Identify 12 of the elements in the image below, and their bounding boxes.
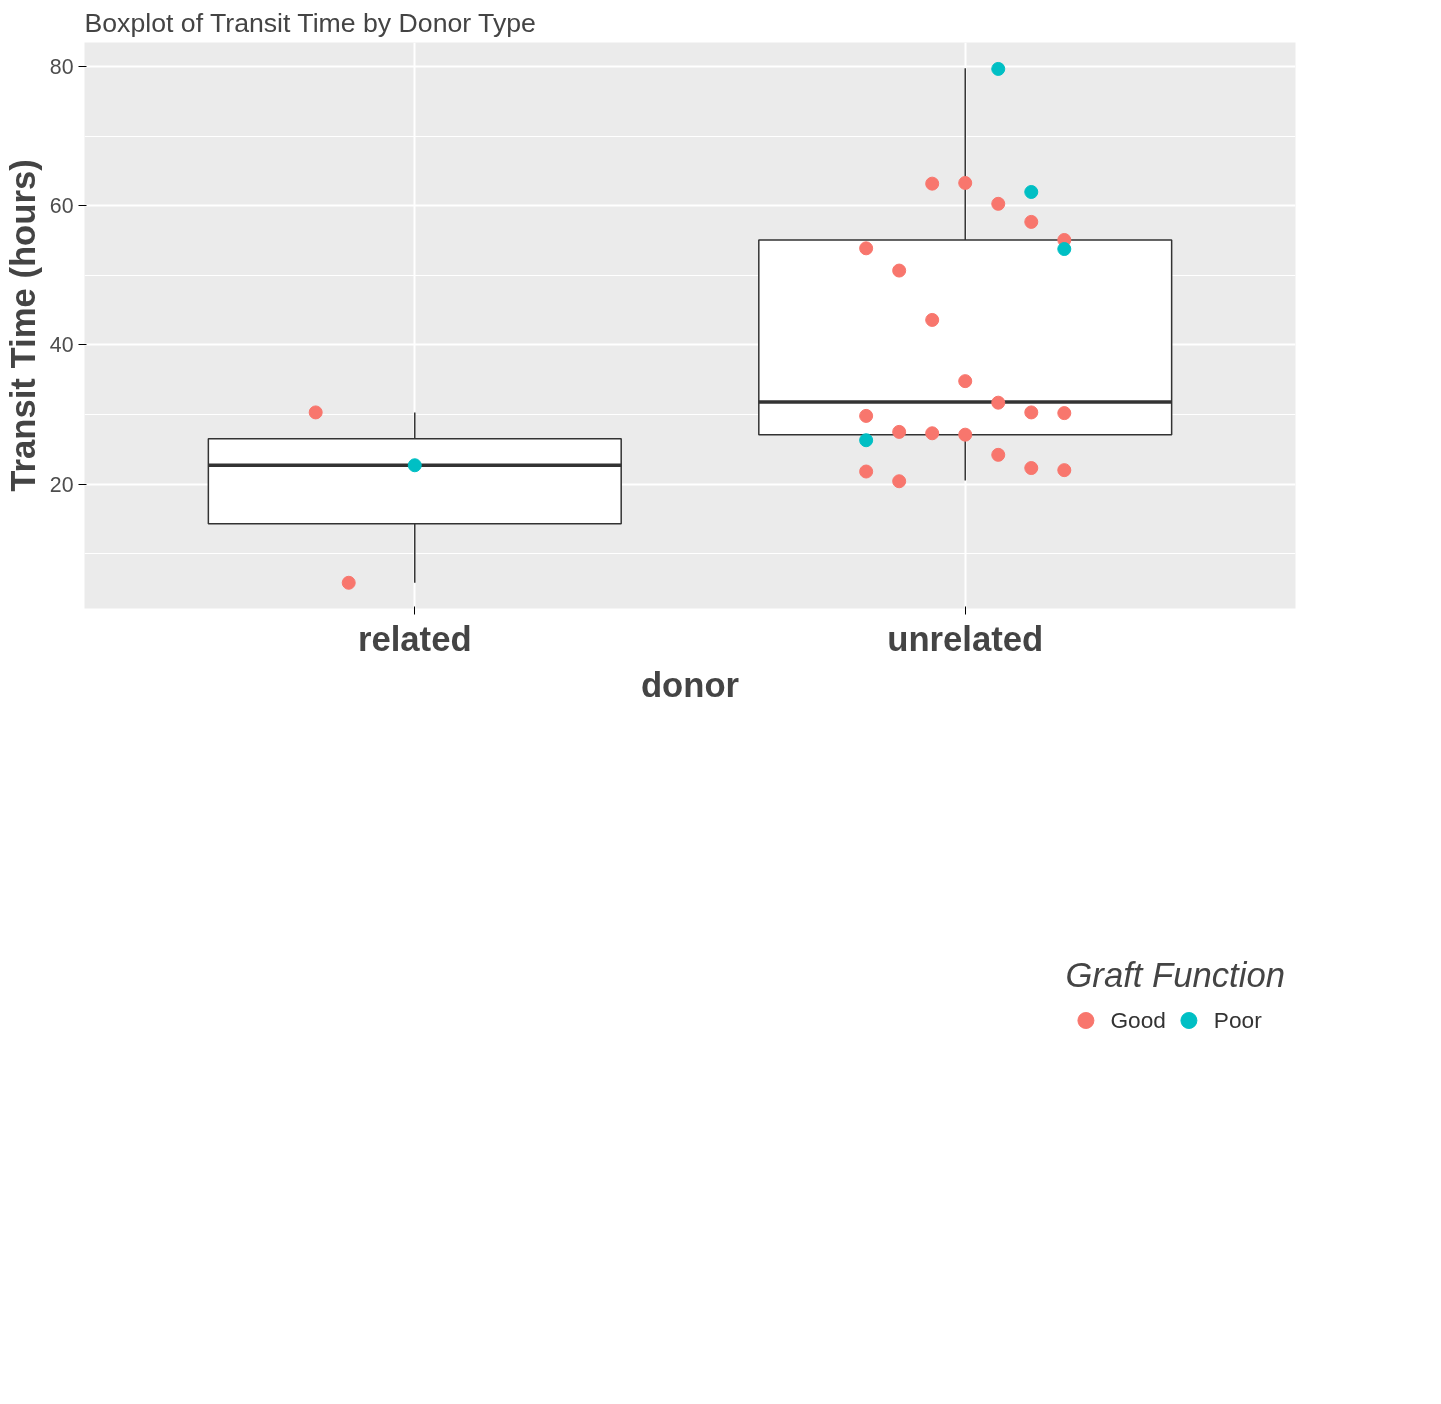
y-tick-label: 20 [49,472,74,497]
x-tick-label: unrelated [887,619,1044,658]
x-tick-label: related [357,619,472,658]
legend-title: Graft Function [1065,956,1285,995]
x-axis-title: donor [640,665,740,704]
legend-label: Poor [1213,1006,1262,1034]
y-tick-label: 40 [49,333,74,358]
legend-label: Good [1110,1006,1166,1034]
y-tick-label: 80 [49,55,74,80]
chart-title: Boxplot of Transit Time by Donor Type [84,7,536,38]
y-tick-label: 60 [49,194,74,219]
y-axis-title: Transit Time (hours) [3,159,42,492]
